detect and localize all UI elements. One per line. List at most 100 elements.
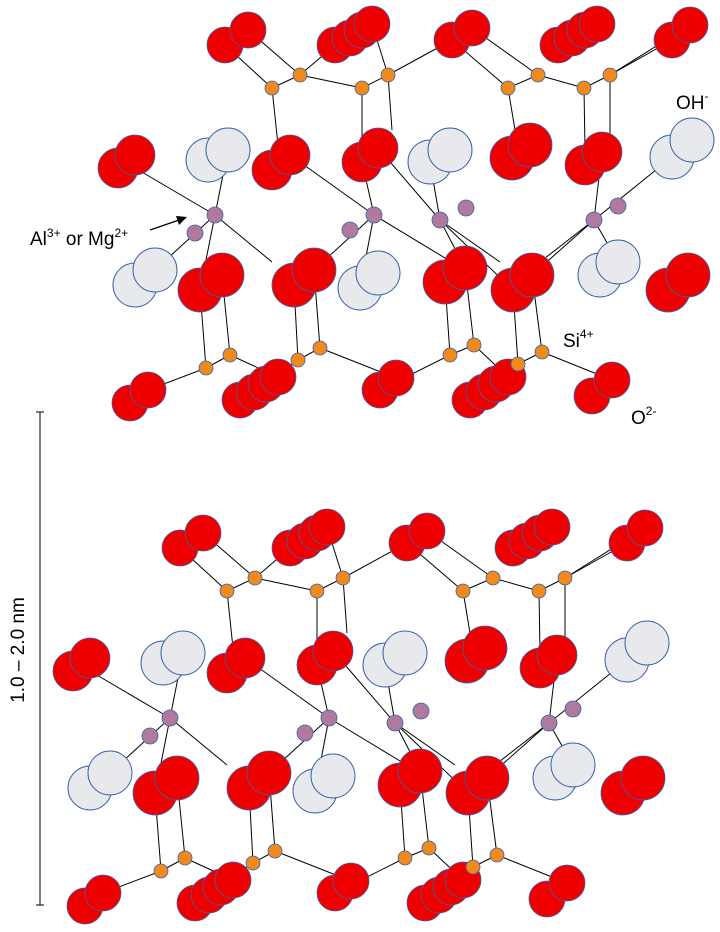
hydroxyl-atom: [160, 630, 206, 676]
silicon-atom: [531, 583, 547, 599]
cation-atom: [161, 709, 179, 727]
oxygen-atom: [578, 5, 616, 43]
cation-atom: [609, 197, 627, 215]
silicon-atom: [442, 347, 458, 363]
bond-line: [539, 219, 595, 263]
oxygen-atom: [84, 874, 122, 912]
bond-line: [271, 87, 279, 146]
hydroxyl-atom: [355, 250, 401, 296]
oxygen-atom: [442, 245, 488, 291]
cation-atom: [296, 724, 314, 742]
hydroxyl-label: OH-: [676, 89, 709, 114]
oxygen-atom: [353, 5, 391, 43]
cation-atom: [540, 714, 558, 732]
silicon-atom: [245, 855, 261, 871]
bond-line: [373, 214, 446, 259]
silicon-atom: [380, 67, 396, 83]
silicon-atom: [557, 570, 573, 586]
silicon-atom: [397, 850, 413, 866]
silicon-atom: [312, 340, 328, 356]
oxygen-atom: [308, 508, 346, 546]
bond-line: [538, 590, 541, 654]
oxygen-atom: [453, 9, 491, 47]
oxygen-atom: [114, 134, 156, 176]
hydroxyl-atom: [310, 753, 356, 799]
oxygen-atom: [593, 361, 631, 399]
oxygen-atom: [154, 755, 200, 801]
silicon-atom: [222, 347, 238, 363]
hydroxyl-atom: [132, 247, 178, 293]
silicon-atom: [198, 360, 214, 376]
silicon-atom: [602, 67, 618, 83]
cation-atom: [186, 224, 204, 242]
top-layer: [97, 5, 715, 422]
cation-atom: [564, 700, 582, 718]
hydroxyl-atom: [382, 630, 428, 676]
oxygen-atom: [312, 630, 354, 672]
silicon-atom: [534, 344, 550, 360]
hydroxyl-atom: [669, 117, 715, 163]
silicon-atom: [530, 67, 546, 83]
hydroxyl-atom: [427, 127, 473, 173]
bond-line: [387, 74, 393, 131]
bond-line: [254, 577, 318, 592]
oxygen-atom: [357, 127, 399, 169]
oxygen-atom: [533, 508, 571, 546]
cation-atom: [341, 221, 359, 239]
oxygen-atom: [291, 247, 337, 293]
oxygen-atom: [464, 755, 510, 801]
oxygen-atom: [246, 750, 292, 796]
bond-line: [134, 167, 216, 216]
silicon-atom: [219, 583, 235, 599]
oxygen-atom: [548, 864, 586, 902]
silicon-atom: [466, 337, 482, 353]
bond-line: [439, 219, 501, 263]
bottom-layer: [52, 508, 670, 925]
oxygen-atom: [269, 134, 311, 176]
bond-line: [394, 722, 456, 766]
bond-line: [492, 577, 540, 592]
scale-label: 1.0 – 2.0 nm: [8, 597, 29, 703]
cation-atom: [412, 702, 430, 720]
oxygen-label: O2-: [631, 404, 656, 429]
cation-label: Al3+ or Mg2+: [30, 226, 128, 250]
hydroxyl-atom: [595, 239, 641, 285]
silicon-atom: [247, 570, 263, 586]
oxygen-atom: [408, 512, 446, 550]
bond-line: [89, 670, 171, 719]
silicon-atom: [421, 840, 437, 856]
oxygen-atom: [462, 625, 508, 671]
cation-atom: [431, 211, 449, 229]
bond-line: [299, 74, 363, 89]
silicon-atom: [290, 352, 306, 368]
cation-atom: [365, 206, 383, 224]
hydroxyl-atom: [550, 742, 596, 788]
hydroxyl-atom: [87, 750, 133, 796]
silicon-atom: [485, 570, 501, 586]
oxygen-atom: [214, 861, 252, 899]
silicon-atom: [153, 863, 169, 879]
oxygen-atom: [184, 514, 222, 552]
silicon-atom: [292, 67, 308, 83]
cation-atom: [206, 206, 224, 224]
oxygen-atom: [536, 634, 578, 676]
silicon-atom: [489, 847, 505, 863]
oxygen-atom: [199, 252, 245, 298]
silicon-atom: [465, 859, 481, 875]
oxygen-atom: [509, 252, 555, 298]
cation-arrow: [149, 216, 187, 231]
cation-atom: [585, 211, 603, 229]
silicon-label: Si4+: [563, 327, 594, 352]
oxygen-atom: [224, 637, 266, 679]
cation-atom: [141, 727, 159, 745]
silicon-atom: [500, 80, 516, 96]
oxygen-atom: [397, 748, 443, 794]
cation-atom: [386, 714, 404, 732]
cation-atom: [320, 709, 338, 727]
silicon-atom: [177, 850, 193, 866]
bond-line: [537, 74, 585, 89]
hydroxyl-atom: [624, 620, 670, 666]
silicon-atom: [309, 583, 325, 599]
bond-line: [226, 590, 234, 649]
